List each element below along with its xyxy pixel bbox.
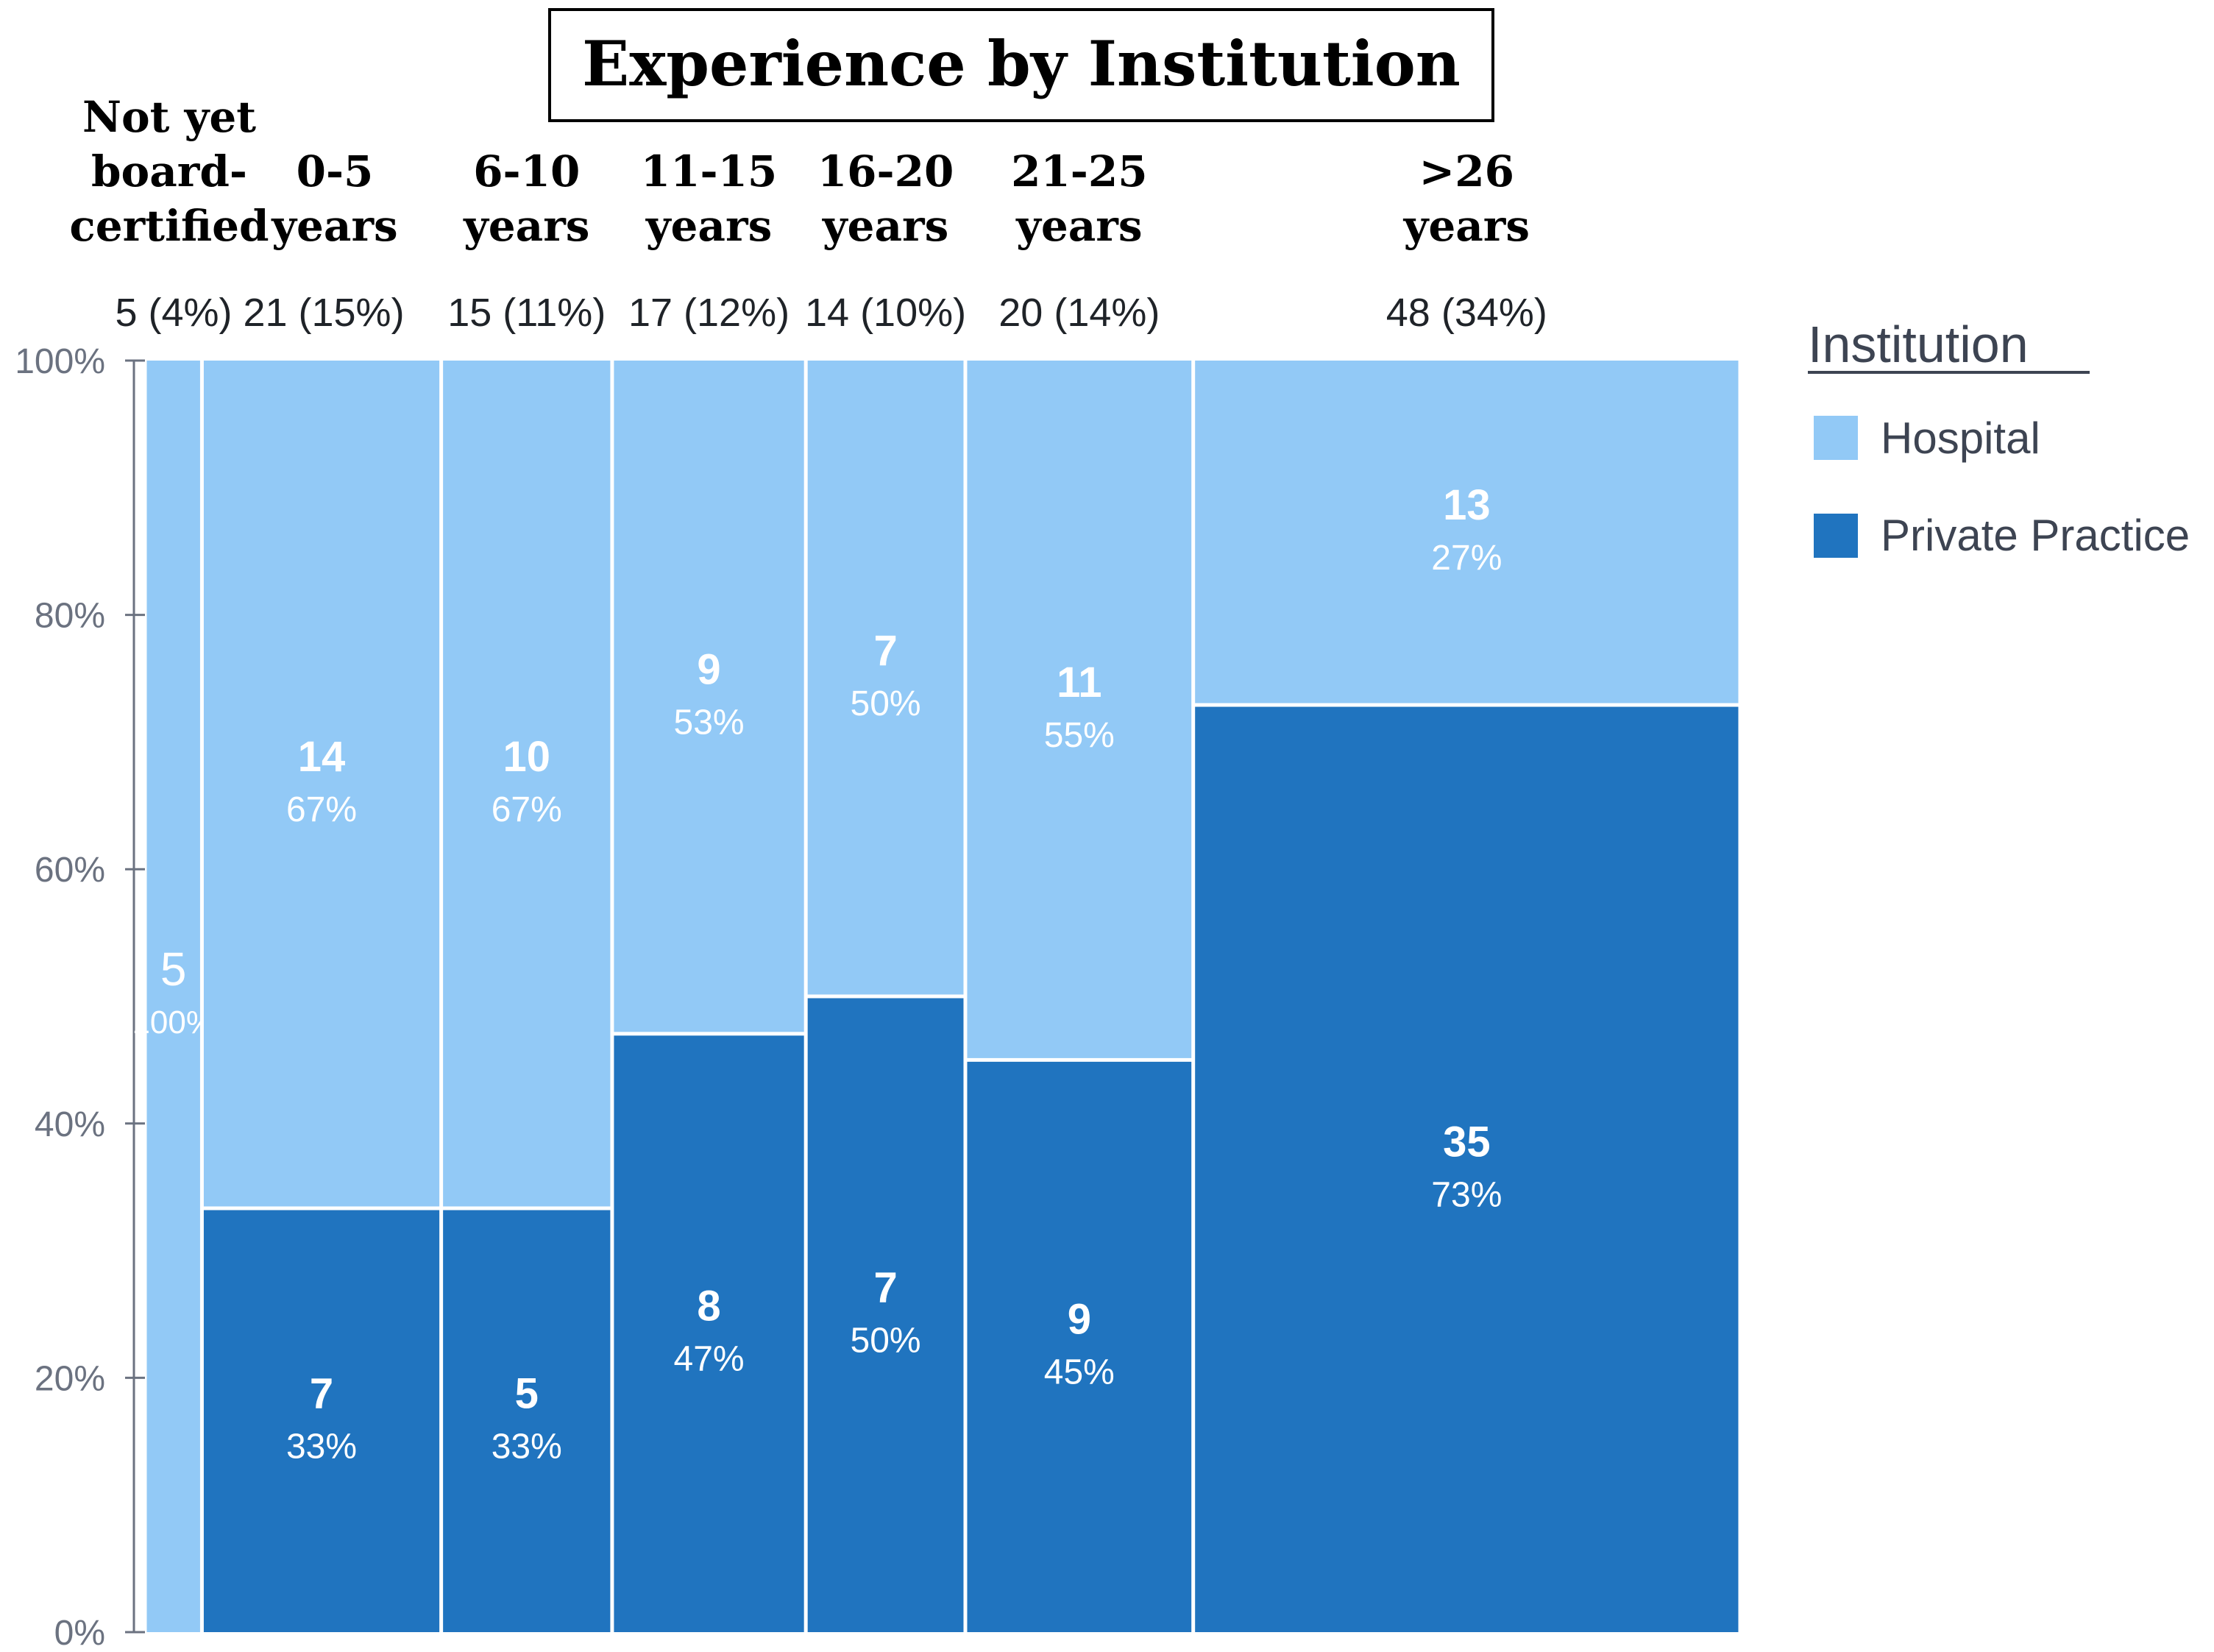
tile-private-practice-pct: 47%	[674, 1340, 745, 1379]
tile-private-practice	[967, 1061, 1192, 1632]
category-total-label: 48 (34%)	[1386, 291, 1547, 335]
chart-title: Experience by Institution	[582, 27, 1461, 100]
tile-hospital-count: 7	[873, 627, 897, 675]
category-label: 16-20	[817, 146, 954, 196]
tile-hospital-pct: 55%	[1044, 716, 1115, 755]
tile-private-practice	[203, 1210, 440, 1632]
tile-hospital	[443, 361, 611, 1207]
legend-swatch-private-practice	[1814, 514, 1858, 558]
category-label: Not yet	[82, 92, 256, 142]
tile-private-practice	[1195, 706, 1739, 1632]
tile-private-practice-pct: 50%	[851, 1321, 921, 1360]
tile-hospital	[203, 361, 440, 1207]
category-label: board-	[91, 146, 247, 196]
category-label: 0-5	[297, 146, 374, 196]
tile-private-practice-pct: 45%	[1044, 1353, 1115, 1392]
tile-private-practice	[614, 1035, 804, 1632]
tile-hospital-pct: 100%	[132, 1004, 215, 1041]
category-total-label: 14 (10%)	[805, 291, 966, 335]
tile-private-practice-count: 7	[873, 1263, 897, 1311]
category-total-label: 5 (4%)	[115, 291, 232, 335]
category-label: 21-25	[1011, 146, 1148, 196]
chart-title-group: Experience by Institution	[548, 8, 1494, 122]
tile-private-practice-count: 5	[515, 1369, 539, 1417]
tile-hospital-count: 14	[298, 733, 346, 781]
y-tick-label: 100%	[15, 342, 105, 381]
tile-private-practice-count: 7	[310, 1369, 333, 1417]
tile-hospital	[807, 361, 964, 995]
tile-private-practice-pct: 33%	[492, 1427, 562, 1466]
category-total-label: 17 (12%)	[628, 291, 790, 335]
tile-hospital	[614, 361, 804, 1032]
tile-hospital-count: 9	[697, 645, 720, 693]
tile-hospital-count: 13	[1443, 481, 1491, 529]
category-label: 11-15	[641, 146, 778, 196]
category-total-label: 21 (15%)	[243, 291, 404, 335]
category-label: 6-10	[473, 146, 580, 196]
tile-private-practice-count: 8	[697, 1283, 720, 1330]
y-axis: 0% 20% 40% 60% 80% 100%	[15, 342, 145, 1652]
tile-private-practice	[443, 1210, 611, 1632]
category-label: years	[271, 201, 397, 251]
tile-hospital-count: 11	[1057, 659, 1101, 706]
category-label: years	[645, 201, 772, 251]
tile-hospital-pct: 53%	[674, 703, 745, 742]
chart-title-box	[548, 8, 1494, 122]
category-label: certified	[69, 201, 269, 251]
tile-hospital-pct: 67%	[492, 790, 562, 829]
legend: Institution Hospital Private Practice	[1808, 316, 2190, 560]
legend-title: Institution	[1808, 316, 2029, 373]
y-tick-label: 20%	[35, 1359, 105, 1398]
tile-hospital	[146, 361, 200, 1632]
tile-private-practice-pct: 73%	[1431, 1175, 1502, 1214]
category-label: years	[822, 201, 948, 251]
tile-private-practice-pct: 33%	[286, 1427, 357, 1466]
tile-private-practice	[807, 998, 964, 1632]
category-total-label: 15 (11%)	[447, 291, 606, 335]
tile-hospital-count: 10	[503, 733, 551, 781]
tile-hospital	[1195, 361, 1739, 703]
category-label: years	[1403, 201, 1530, 251]
category-label: >26	[1419, 146, 1514, 196]
tile-private-practice-count: 9	[1068, 1295, 1091, 1343]
tile-hospital-count: 5	[160, 943, 187, 996]
category-label: years	[463, 201, 589, 251]
legend-label-hospital: Hospital	[1881, 414, 2040, 463]
legend-swatch-hospital	[1814, 416, 1858, 460]
legend-label-private-practice: Private Practice	[1881, 511, 2190, 560]
tile-hospital	[967, 361, 1192, 1058]
y-tick-label: 40%	[35, 1105, 105, 1144]
category-label: years	[1015, 201, 1142, 251]
tile-hospital-pct: 50%	[851, 684, 921, 723]
y-tick-label: 0%	[54, 1614, 105, 1652]
tile-hospital-pct: 67%	[286, 790, 357, 829]
y-tick-label: 80%	[35, 597, 105, 636]
y-tick-label: 60%	[35, 851, 105, 890]
mosaic-tiles: 5 100% 14 67% 7 33% 10 67% 5 33% 9 53% 8 47% 7 50% 7 50% 1…	[132, 361, 1739, 1632]
tile-hospital-pct: 27%	[1431, 539, 1502, 578]
category-total-label: 20 (14%)	[998, 291, 1160, 335]
tile-private-practice-count: 35	[1443, 1118, 1491, 1166]
